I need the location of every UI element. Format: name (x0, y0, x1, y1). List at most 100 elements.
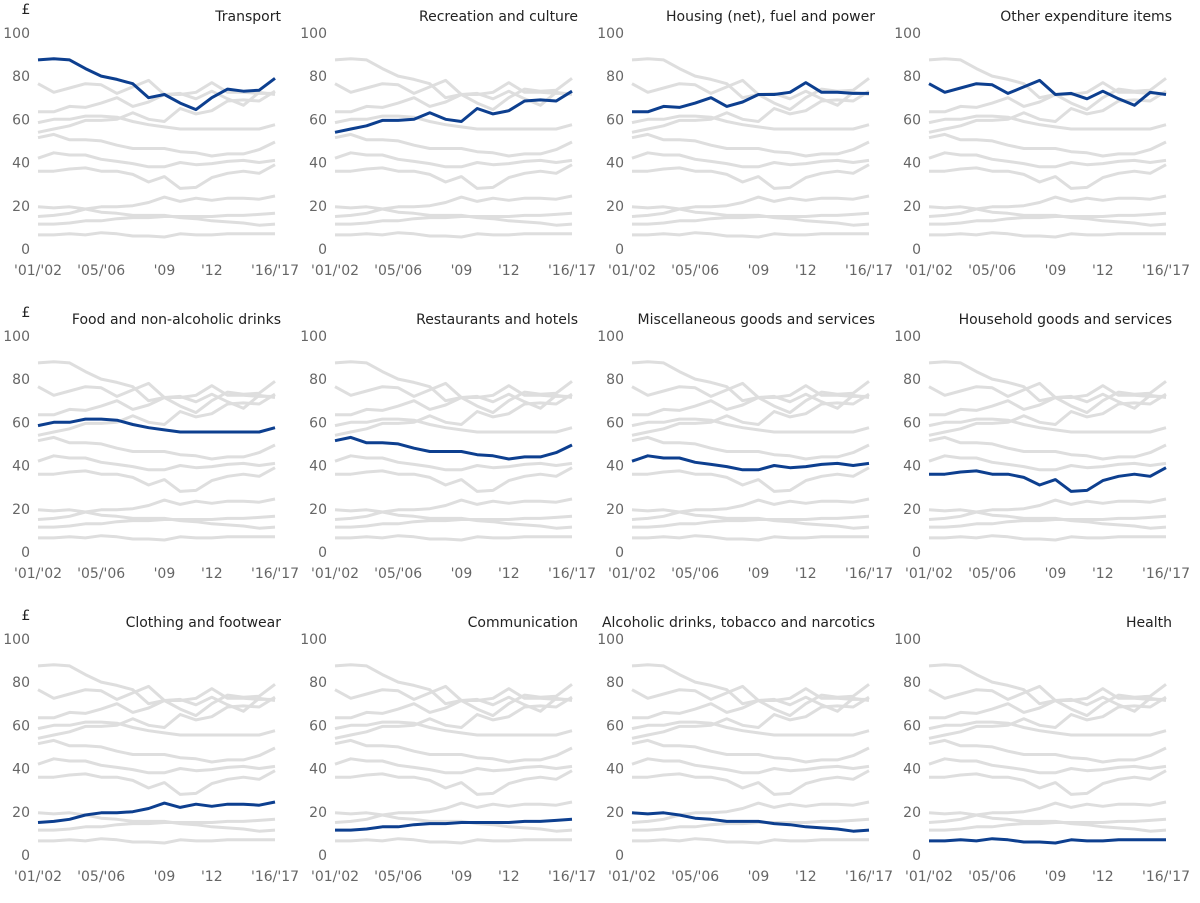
context-line (37, 114, 276, 131)
y-tick-label: 40 (903, 156, 921, 172)
y-tick-label: 40 (606, 156, 624, 172)
x-tick-label: '01/'02 (905, 566, 953, 582)
context-line (928, 738, 1167, 764)
panel: Housing (net), fuel and power 0 20 40 60 80 10… (597, 9, 893, 279)
highlight-line (334, 89, 573, 134)
context-line (335, 466, 573, 493)
highlight-line (335, 817, 573, 832)
y-tick-label: 80 (606, 372, 624, 388)
y-tick-label: 0 (318, 545, 327, 561)
context-line (631, 132, 870, 158)
context-line (38, 687, 275, 720)
context-line (631, 205, 870, 227)
context-line (928, 151, 1167, 169)
context-line (334, 194, 573, 218)
x-tick-label: '01/'02 (311, 869, 359, 885)
x-tick-label: '01/'02 (14, 566, 62, 582)
y-tick-label: 60 (903, 718, 921, 734)
context-line (632, 231, 869, 239)
context-line (929, 769, 1167, 796)
x-tick-label: '09 (154, 869, 176, 885)
context-line (38, 769, 276, 796)
y-tick-label: 60 (606, 718, 624, 734)
context-line (928, 811, 1167, 833)
panel: Health 0 20 40 60 80 100 '01/'02 '05/'06 '09 '12 '1… (894, 615, 1190, 885)
context-line (37, 663, 276, 718)
context-line (928, 508, 1167, 530)
context-line (631, 78, 870, 107)
panel-title: Miscellaneous goods and services (638, 312, 875, 328)
context-line (37, 811, 276, 833)
y-tick-label: 100 (300, 26, 327, 42)
highlight-line (928, 78, 1167, 107)
x-tick-label: '05/'06 (77, 263, 125, 279)
x-tick-label: '05/'06 (968, 869, 1016, 885)
highlight-line (632, 81, 869, 114)
context-line (37, 738, 276, 764)
context-line (929, 384, 1166, 417)
context-line (928, 435, 1167, 461)
x-tick-label: '01/'02 (905, 869, 953, 885)
x-tick-label: '05/'06 (968, 263, 1016, 279)
x-tick-label: '05/'06 (374, 566, 422, 582)
context-line (37, 720, 276, 737)
y-tick-label: 80 (12, 675, 30, 691)
context-line (928, 454, 1167, 472)
y-tick-label: 40 (903, 762, 921, 778)
x-tick-label: '09 (1045, 566, 1067, 582)
context-line (928, 57, 1167, 112)
context-line (928, 381, 1167, 410)
y-tick-label: 0 (912, 545, 921, 561)
x-tick-label: '05/'06 (77, 869, 125, 885)
context-line (334, 151, 573, 169)
y-tick-label: 100 (597, 26, 624, 42)
context-line (928, 497, 1167, 521)
y-tick-label: 0 (21, 545, 30, 561)
context-line (334, 78, 573, 107)
x-tick-label: '05/'06 (671, 566, 719, 582)
panel: Miscellaneous goods and services 0 20 40 60 8… (597, 312, 893, 582)
panel-title: Restaurants and hotels (416, 312, 578, 328)
context-line (631, 663, 870, 718)
x-tick-label: '01/'02 (14, 869, 62, 885)
context-line (928, 360, 1167, 415)
panel: Alcoholic drinks, tobacco and narcotics 0… (597, 615, 893, 885)
context-line (632, 837, 869, 845)
context-line (631, 360, 870, 415)
panel: Other expenditure items 0 20 40 60 80 100 '01/'… (894, 9, 1190, 279)
y-tick-label: 40 (309, 762, 327, 778)
context-line (334, 360, 573, 415)
context-line (334, 497, 573, 521)
context-line (928, 757, 1167, 775)
y-tick-label: 0 (318, 848, 327, 864)
context-line (334, 508, 573, 530)
context-line (38, 534, 275, 542)
y-tick-label: 80 (12, 372, 30, 388)
panel-title: Clothing and footwear (126, 615, 282, 631)
context-line (631, 497, 870, 521)
y-tick-label: 100 (894, 26, 921, 42)
highlight-line (631, 454, 870, 472)
highlight-line (929, 837, 1166, 845)
y-tick-label: 80 (606, 69, 624, 85)
panel-title: Health (1126, 615, 1172, 631)
context-line (38, 466, 276, 493)
context-line (631, 757, 870, 775)
context-line (334, 720, 573, 737)
y-tick-label: 100 (894, 632, 921, 648)
y-tick-label: 20 (606, 805, 624, 821)
y-tick-label: 80 (309, 69, 327, 85)
panel: Restaurants and hotels 0 20 40 60 80 100 '01/'0… (300, 312, 596, 582)
y-tick-label: 100 (597, 329, 624, 345)
x-tick-label: '05/'06 (374, 263, 422, 279)
x-tick-label: '16/'17 (845, 869, 893, 885)
panel: Household goods and services 0 20 40 60 80 100… (894, 312, 1190, 582)
y-unit-label: £ (22, 608, 31, 624)
x-tick-label: '05/'06 (968, 566, 1016, 582)
context-line (631, 508, 870, 530)
context-line (334, 684, 573, 713)
y-tick-label: 40 (12, 762, 30, 778)
context-line (334, 757, 573, 775)
y-tick-label: 20 (12, 805, 30, 821)
y-tick-label: 60 (903, 112, 921, 128)
